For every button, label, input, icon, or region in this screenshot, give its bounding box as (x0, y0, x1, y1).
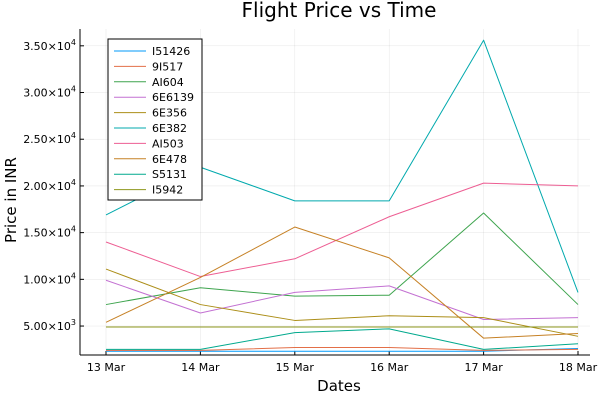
series-line-i51426 (106, 347, 579, 352)
legend-label: I5942 (152, 184, 183, 197)
legend-label: 6E356 (152, 107, 187, 120)
x-tick-label: 13 Mar (87, 361, 126, 374)
series-lines (105, 39, 579, 352)
legend-box (107, 38, 203, 201)
x-tick-labels: 13 Mar 14 Mar 15 Mar 16 Mar 17 Mar 18 Mar (87, 361, 598, 374)
y-tick-label: 2.50×104 (23, 131, 76, 146)
y-tick-label: 1.50×104 (23, 225, 76, 240)
legend-label: AI503 (152, 137, 184, 150)
chart-title: Flight Price vs Time (242, 0, 437, 22)
series-line-9i517 (106, 347, 579, 351)
axes (79, 29, 590, 356)
legend-label: I51426 (152, 45, 190, 58)
legend-label: 6E382 (152, 122, 187, 135)
legend-label: 6E6139 (152, 91, 194, 104)
y-tick-label: 5.00×103 (23, 318, 76, 333)
series-line-6e6139 (105, 279, 579, 321)
y-tick-label: 2.00×104 (23, 178, 76, 193)
series-line-6e356 (105, 268, 579, 337)
legend-label: AI604 (152, 76, 184, 89)
y-tick-label: 1.00×104 (23, 271, 76, 286)
series-line-ai604 (105, 212, 579, 306)
legend-label: S5131 (152, 168, 187, 181)
series-line-6e478 (105, 226, 579, 339)
x-tick-label: 14 Mar (181, 361, 220, 374)
y-tick-labels: 5.00×103 1.00×104 1.50×104 2.00×104 2.50×104… (23, 38, 76, 333)
y-tick-label: 3.50×104 (23, 38, 76, 53)
series-line-s5131 (106, 328, 579, 350)
legend-label: 6E478 (152, 153, 187, 166)
x-axis-title: Dates (317, 377, 361, 395)
y-tick-label: 3.00×104 (23, 85, 76, 100)
x-tick-label: 16 Mar (370, 361, 409, 374)
series-line-ai503 (105, 182, 579, 278)
legend: I51426 9I517 AI604 6E6139 6E356 6E382 AI503 6E4… (107, 38, 203, 201)
x-tick-label: 15 Mar (276, 361, 315, 374)
x-tick-label: 17 Mar (464, 361, 503, 374)
x-tick-label: 18 Mar (559, 361, 598, 374)
legend-label: 9I517 (152, 60, 183, 73)
y-axis-title: Price in INR (2, 157, 20, 243)
